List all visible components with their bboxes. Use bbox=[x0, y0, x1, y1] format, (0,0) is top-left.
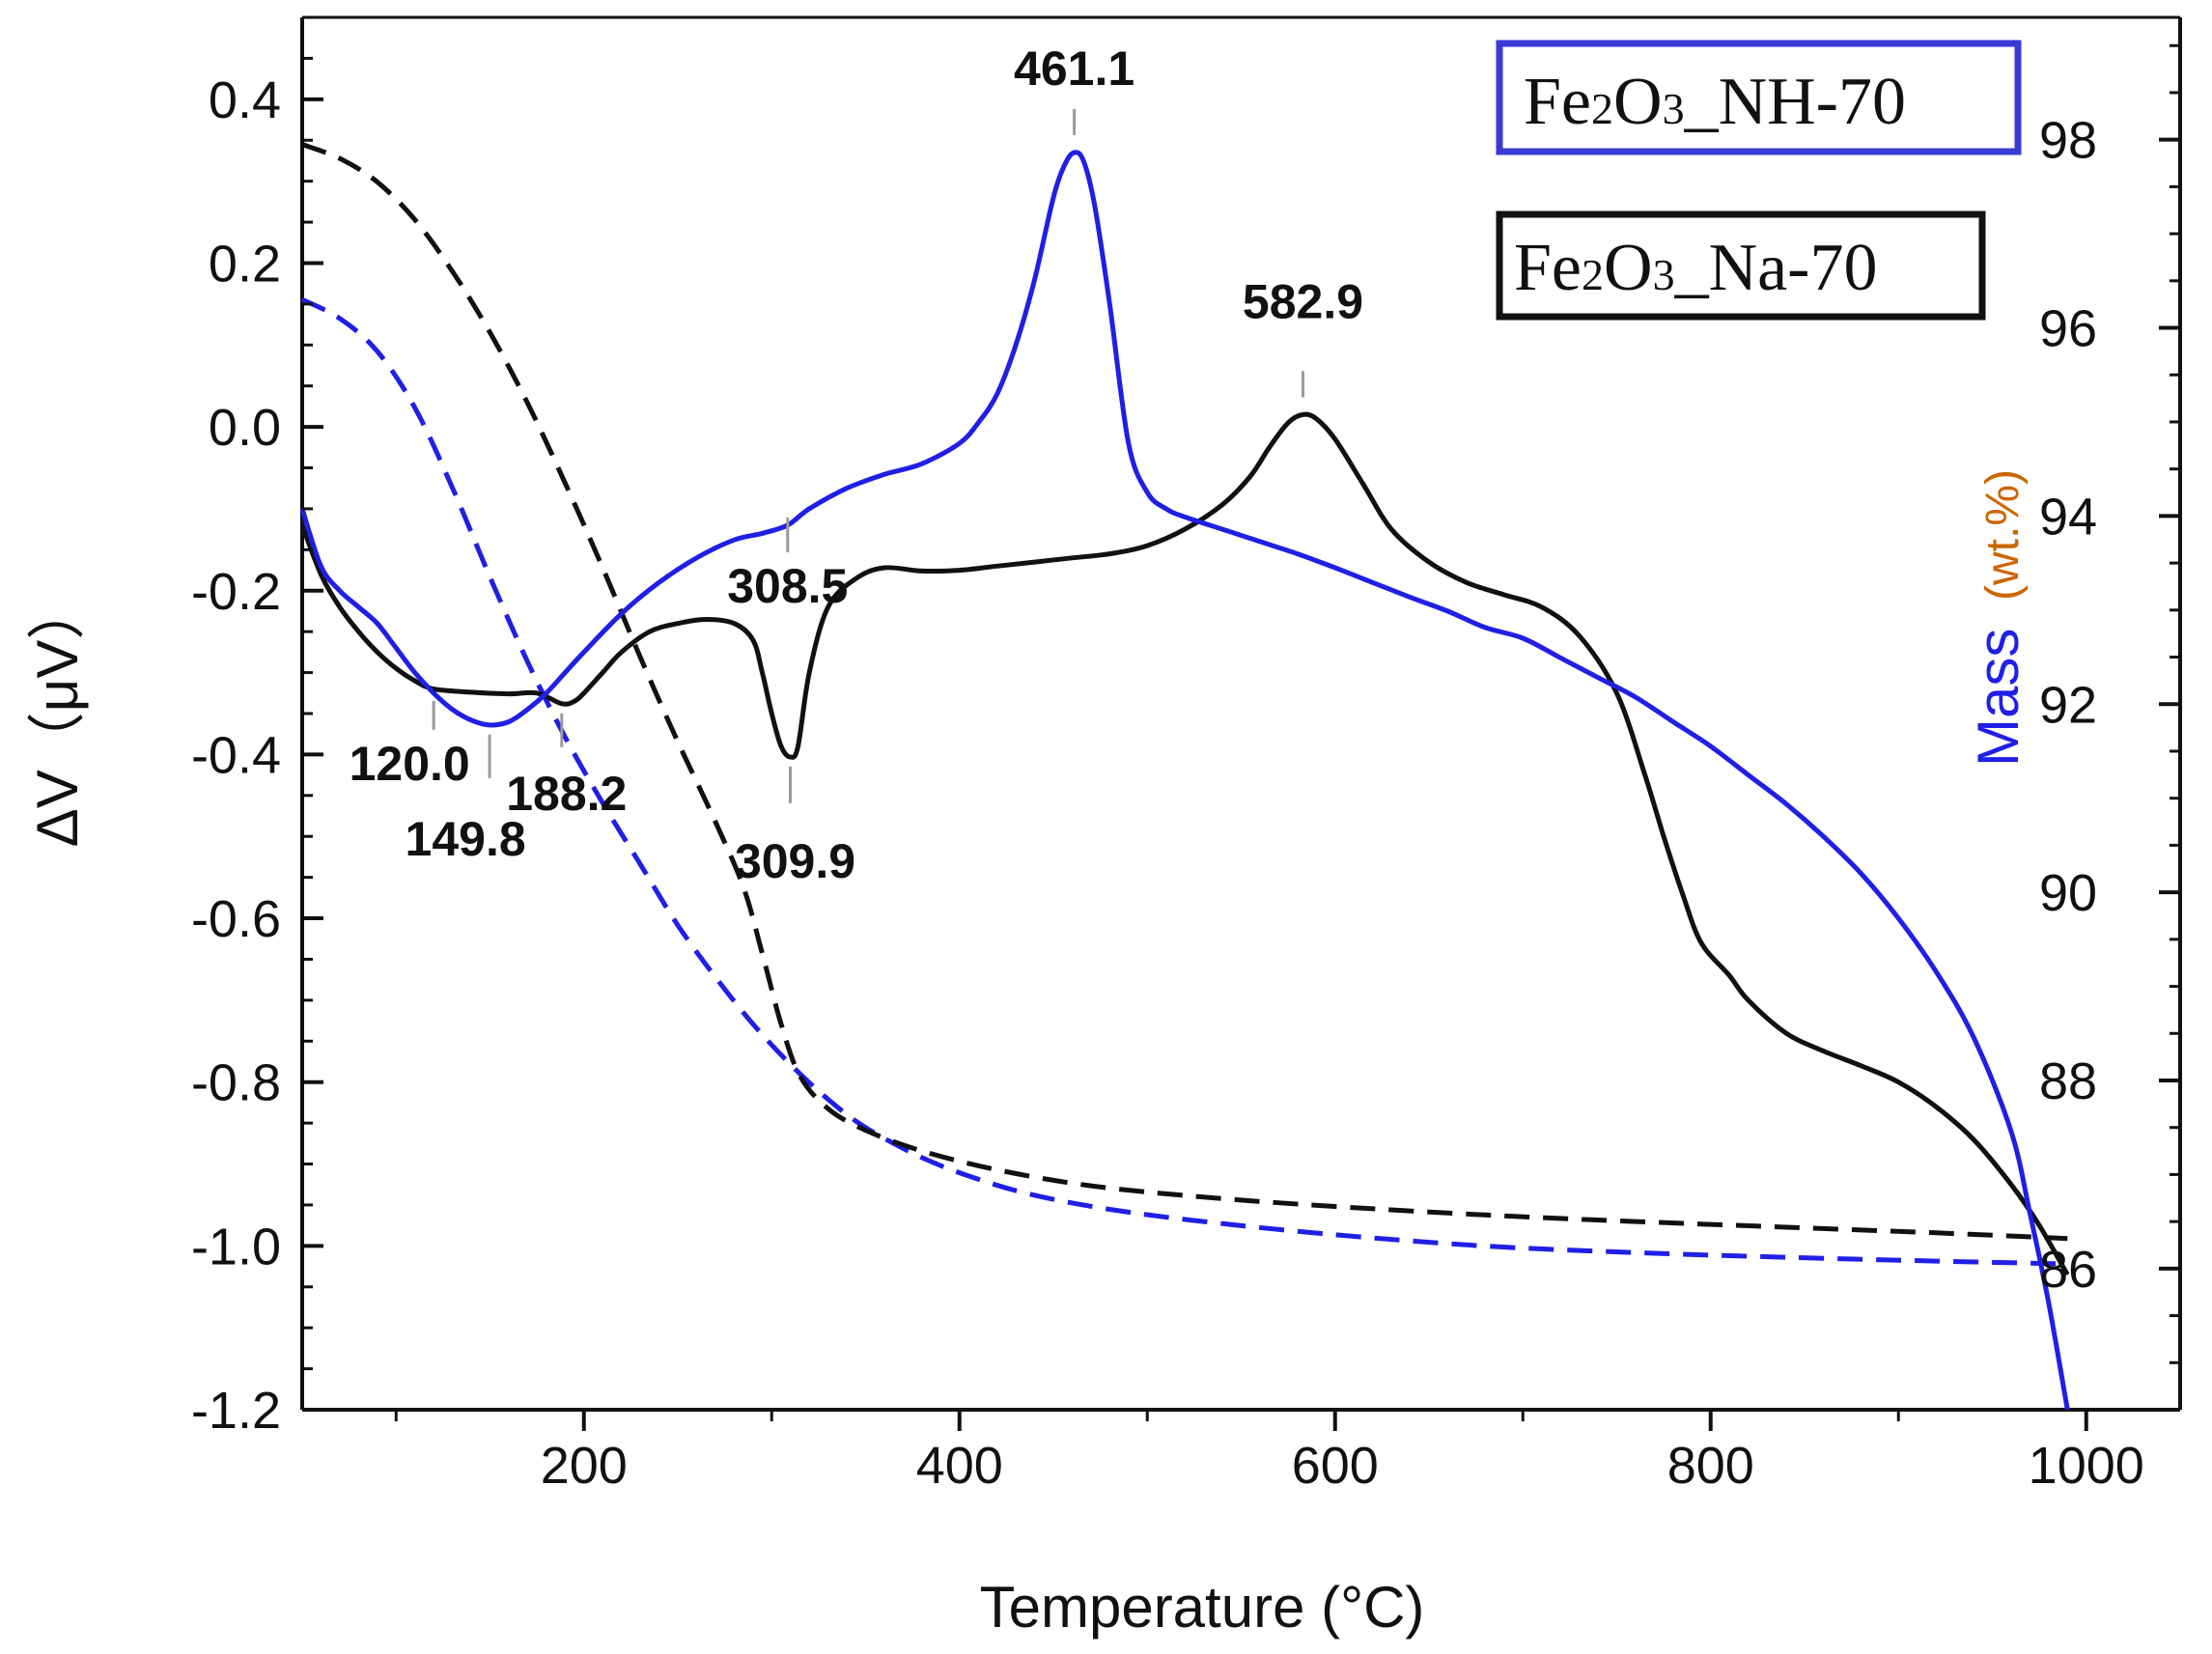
right-tick-label: 96 bbox=[2039, 300, 2097, 358]
right-y-axis-title: Mass (wt.%) bbox=[1966, 469, 2030, 767]
x-axis-title: Temperature (°C) bbox=[980, 1575, 1425, 1640]
annotation-label: 461.1 bbox=[1014, 42, 1134, 96]
left-tick-label: 0.0 bbox=[209, 399, 281, 457]
right-y-axis-title-unit: (wt.%) bbox=[1977, 469, 2029, 601]
series-fe2o3-na-70-mass bbox=[301, 142, 2068, 1242]
legend-box-na70 bbox=[1496, 210, 1986, 321]
annotation-label: 149.8 bbox=[406, 812, 526, 866]
left-tick-label: -0.4 bbox=[191, 726, 281, 784]
left-tick-label: 0.2 bbox=[209, 235, 281, 293]
series-fe2o3-nh-70-dta bbox=[299, 150, 2070, 1411]
right-tick-label: 86 bbox=[2039, 1241, 2097, 1299]
right-tick-label: 98 bbox=[2039, 112, 2097, 170]
x-tick-label: 600 bbox=[1292, 1437, 1379, 1495]
legend-box-nh70 bbox=[1496, 40, 2022, 155]
left-tick-label: 0.4 bbox=[209, 71, 281, 129]
annotation-label: 188.2 bbox=[506, 767, 627, 821]
axis-ticks: 0.4 0.2 0.0 -0.2 -0.4 -0.6 -0.8 -1.0 -1.2 98 96 94 9… bbox=[191, 15, 2180, 1495]
x-tick-label: 1000 bbox=[2029, 1437, 2144, 1495]
right-tick-label: 90 bbox=[2039, 864, 2097, 922]
right-tick-label: 94 bbox=[2039, 488, 2097, 546]
annotation-label: 582.9 bbox=[1243, 274, 1363, 328]
series-fe2o3-nh-70-mass bbox=[300, 297, 2068, 1267]
left-tick-label: -0.8 bbox=[191, 1054, 281, 1112]
left-tick-label: -0.2 bbox=[191, 563, 281, 621]
annotation-label: 308.5 bbox=[727, 559, 848, 613]
legend-label-na70: Fe2O3_Na-70 bbox=[1514, 231, 1878, 305]
right-tick-label: 92 bbox=[2039, 676, 2097, 734]
left-tick-label: -0.6 bbox=[191, 890, 281, 948]
left-tick-label: -1.2 bbox=[191, 1382, 281, 1440]
annotation-label: 309.9 bbox=[735, 834, 855, 888]
annotation-label: 120.0 bbox=[350, 737, 470, 791]
series-fe2o3-na-70-dta bbox=[299, 411, 2070, 1276]
left-tick-label: -1.0 bbox=[191, 1218, 281, 1276]
legend: Fe2O3_NH-70 Fe2O3_Na-70 bbox=[1496, 40, 2022, 321]
right-y-axis-title-main: Mass bbox=[1966, 629, 2030, 767]
x-tick-label: 200 bbox=[541, 1437, 628, 1495]
data-curves bbox=[299, 142, 2070, 1411]
right-tick-label: 88 bbox=[2039, 1052, 2097, 1110]
left-y-axis-title: ΔV（μV） bbox=[25, 582, 90, 848]
x-tick-label: 400 bbox=[916, 1437, 1003, 1495]
legend-label-nh70: Fe2O3_NH-70 bbox=[1524, 65, 1906, 139]
x-tick-label: 800 bbox=[1667, 1437, 1754, 1495]
